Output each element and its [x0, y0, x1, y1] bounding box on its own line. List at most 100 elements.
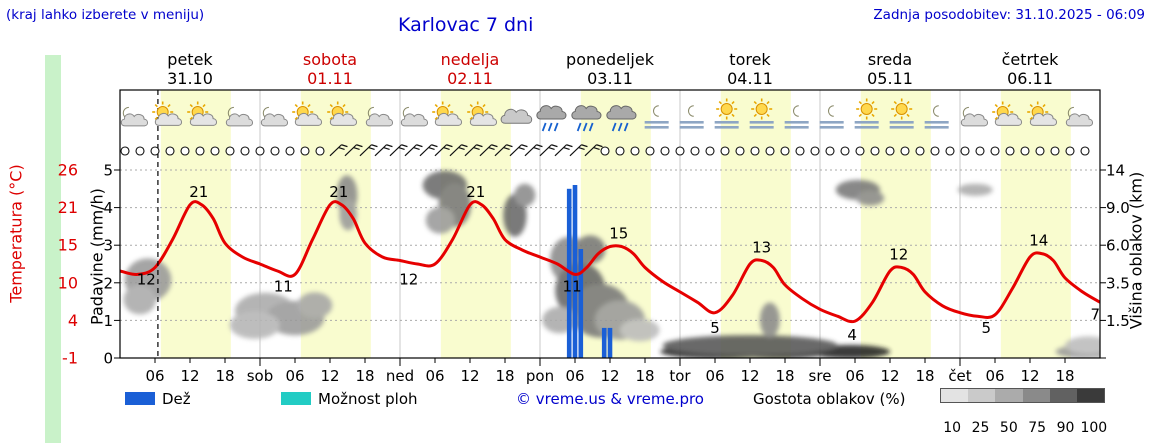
calm-wind-icon [945, 146, 955, 156]
svg-text:1.5: 1.5 [1106, 312, 1130, 330]
calm-wind-icon [660, 146, 670, 156]
calm-wind-icon [825, 146, 835, 156]
calm-wind-icon [270, 146, 280, 156]
moon-fog-icon [679, 105, 704, 129]
wind-barb-icon [569, 144, 588, 157]
gradient-segment [1022, 389, 1050, 402]
calm-wind-icon [735, 146, 745, 156]
svg-text:6.0: 6.0 [1106, 237, 1130, 255]
last-updated: Zadnja posodobitev: 31.10.2025 - 06:09 [873, 7, 1145, 23]
gradient-value: 100 [1080, 420, 1108, 436]
svg-text:12: 12 [600, 367, 619, 385]
gradient-segment [941, 389, 969, 402]
svg-text:18: 18 [915, 367, 934, 385]
rain-legend-label: Dež [162, 390, 191, 408]
sun-cloud-icon [187, 101, 218, 126]
calm-wind-icon [645, 146, 655, 156]
day-header: sobota 01.11 [255, 50, 405, 88]
svg-text:18: 18 [355, 367, 374, 385]
wind-barb-icon [374, 144, 393, 157]
calm-wind-icon [255, 146, 265, 156]
svg-text:12: 12 [740, 367, 759, 385]
calm-wind-icon [240, 146, 250, 156]
svg-text:tor: tor [669, 367, 691, 385]
wind-barb-icon [464, 144, 483, 157]
gradient-segment [1076, 389, 1105, 402]
moon-cloud-icon [225, 106, 254, 127]
calm-wind-icon [165, 146, 175, 156]
temp-value-labels: 12 21 11 21 12 21 11 15 5 13 4 12 5 14 7 [137, 183, 1100, 344]
day-name: torek [729, 50, 771, 69]
moon-cloud-icon [400, 106, 429, 127]
svg-text:21: 21 [189, 183, 208, 201]
sun-cloud-icon [992, 101, 1023, 126]
wind-barb-icon [419, 144, 438, 157]
calm-wind-icon [705, 146, 715, 156]
svg-text:06: 06 [705, 367, 724, 385]
day-date: 02.11 [447, 69, 493, 88]
svg-text:čet: čet [948, 367, 971, 385]
moon-cloud-icon [120, 106, 149, 127]
calm-wind-icon [930, 146, 940, 156]
day-name: ponedeljek [566, 50, 654, 69]
calm-wind-icon [720, 146, 730, 156]
svg-text:12: 12 [889, 246, 908, 264]
svg-text:18: 18 [775, 367, 794, 385]
svg-text:2: 2 [103, 274, 113, 292]
gradient-segment [1049, 389, 1077, 402]
moon-cloud-icon [260, 106, 289, 127]
day-name: četrtek [1001, 50, 1059, 69]
gradient-value: 50 [999, 420, 1018, 436]
menu-hint: (kraj lahko izberete v meniju) [6, 7, 205, 23]
day-name: nedelja [440, 50, 500, 69]
wind-barb-icon [359, 144, 378, 157]
gradient-value: 25 [971, 420, 990, 436]
calm-wind-icon [1050, 146, 1060, 156]
calm-wind-icon [210, 146, 220, 156]
calm-wind-icon [120, 146, 130, 156]
wind-barb-icon [509, 144, 528, 157]
svg-text:-1: -1 [62, 349, 78, 368]
day-date: 06.11 [1007, 69, 1053, 88]
day-header: četrtek 06.11 [955, 50, 1105, 88]
cloud-density-label: Gostota oblakov (%) [753, 390, 906, 408]
weather-icons-row [120, 98, 1094, 132]
calm-wind-icon [750, 146, 760, 156]
svg-text:21: 21 [466, 183, 485, 201]
moon-fog-icon [819, 105, 844, 129]
svg-text:pon: pon [526, 367, 554, 385]
svg-text:21: 21 [329, 183, 348, 201]
svg-text:06: 06 [285, 367, 304, 385]
svg-text:5: 5 [103, 162, 113, 180]
calm-wind-icon [885, 146, 895, 156]
sun-cloud-icon [327, 101, 358, 126]
calm-wind-icon [960, 146, 970, 156]
svg-text:3: 3 [103, 237, 113, 255]
day-header: ponedeljek 03.11 [535, 50, 685, 88]
svg-text:14: 14 [1029, 232, 1048, 250]
calm-wind-icon [795, 146, 805, 156]
wind-barb-icon [389, 144, 408, 157]
svg-text:sob: sob [247, 367, 274, 385]
wind-barb-icon [524, 144, 543, 157]
day-header: sreda 05.11 [815, 50, 965, 88]
cloud-density-gradient [940, 388, 1105, 403]
sun-cloud-icon [292, 101, 323, 126]
wind-barb-icon [329, 144, 348, 157]
calm-wind-icon [1035, 146, 1045, 156]
wind-barb-icon [554, 144, 573, 157]
copyright-link[interactable]: © vreme.us & vreme.pro [516, 390, 704, 408]
gradient-value: 90 [1056, 420, 1075, 436]
sun-cloud-icon [467, 101, 498, 126]
svg-text:15: 15 [609, 225, 628, 243]
rain-icon [571, 105, 602, 132]
calm-wind-icon [780, 146, 790, 156]
svg-text:15: 15 [58, 236, 78, 255]
day-header: nedelja 02.11 [395, 50, 545, 88]
day-date: 01.11 [307, 69, 353, 88]
sun-fog-icon [889, 98, 914, 129]
svg-text:12: 12 [460, 367, 479, 385]
svg-text:5: 5 [710, 319, 720, 337]
svg-text:06: 06 [565, 367, 584, 385]
